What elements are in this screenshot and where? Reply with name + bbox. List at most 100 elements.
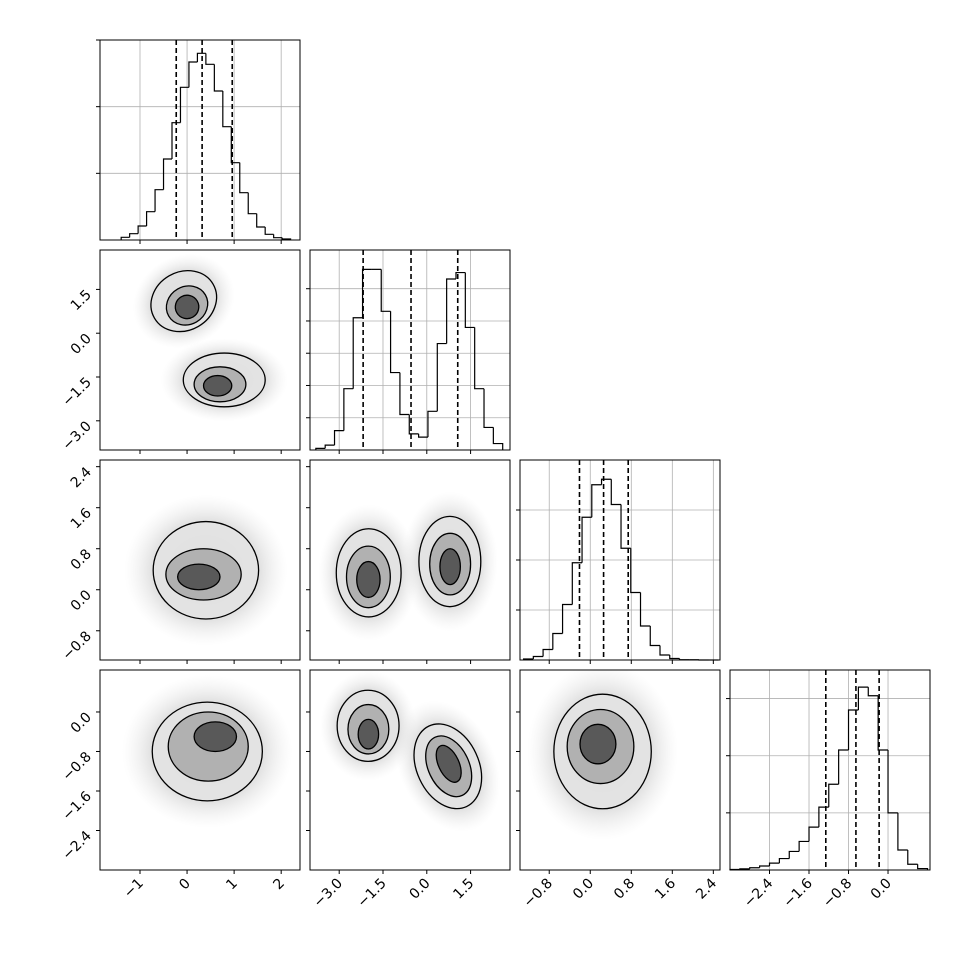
histogram-step xyxy=(248,193,256,214)
histogram-step xyxy=(493,427,502,450)
histogram-step xyxy=(265,227,273,234)
y-tick-label: 0.8 xyxy=(68,546,95,573)
histogram-step xyxy=(572,563,582,605)
panel-frame xyxy=(310,250,510,450)
histogram-step xyxy=(621,505,631,549)
x-tick-label: −1 xyxy=(121,876,147,902)
y-tick-label: −1.5 xyxy=(59,375,94,410)
histogram-step xyxy=(257,214,265,227)
y-tick-label: 1.5 xyxy=(68,287,95,314)
density-panel xyxy=(320,671,520,849)
histogram-step xyxy=(611,479,621,504)
x-tick-label: 2 xyxy=(270,876,288,894)
histogram-step xyxy=(325,445,334,448)
histogram-step xyxy=(750,868,760,869)
contour xyxy=(357,562,380,598)
histogram-step xyxy=(155,190,163,212)
y-tick-label: −2.4 xyxy=(59,828,94,863)
histogram-step xyxy=(849,710,859,750)
histogram-step xyxy=(465,273,474,328)
panel-frame xyxy=(100,40,300,240)
histogram-step xyxy=(164,159,172,190)
histogram-step xyxy=(819,807,829,827)
contour xyxy=(178,564,220,590)
histogram-step xyxy=(344,389,353,431)
histogram-step xyxy=(391,311,400,372)
density-panel xyxy=(124,495,287,646)
histogram-step xyxy=(180,87,188,122)
contour xyxy=(580,724,616,764)
histogram-step xyxy=(839,750,849,784)
y-tick-label: 0.0 xyxy=(68,709,95,736)
histogram-step xyxy=(898,813,908,850)
y-tick-label: −3.0 xyxy=(59,418,94,453)
density-panel xyxy=(318,492,497,642)
histogram-step xyxy=(437,344,446,412)
histogram-step xyxy=(789,851,799,858)
x-tick-label: 1.5 xyxy=(450,876,477,903)
histogram-step xyxy=(189,62,197,87)
histogram-step xyxy=(760,866,770,868)
histogram-step xyxy=(650,626,660,646)
x-tick-label: 1 xyxy=(223,876,241,894)
contour xyxy=(358,719,378,749)
histogram-step xyxy=(670,655,680,659)
density-panel xyxy=(122,675,293,828)
histogram-step xyxy=(740,869,750,870)
x-tick-label: 0.8 xyxy=(611,876,638,903)
density-panel xyxy=(116,236,288,422)
histogram-step xyxy=(868,687,878,696)
x-tick-label: 0.0 xyxy=(407,876,434,903)
histogram-step xyxy=(400,373,409,415)
histogram-step xyxy=(428,411,437,437)
histogram-step xyxy=(641,593,651,627)
histogram-step xyxy=(223,91,231,127)
histogram-step xyxy=(592,485,602,518)
histogram-step xyxy=(829,784,839,807)
histogram-step xyxy=(138,226,146,234)
histogram-step xyxy=(918,864,928,870)
histogram-step xyxy=(475,327,484,388)
histogram-step xyxy=(533,657,543,660)
density-panel xyxy=(527,663,678,841)
histogram-step xyxy=(206,53,214,64)
x-tick-label: 0 xyxy=(176,876,194,894)
y-tick-label: −0.8 xyxy=(59,628,94,663)
x-tick-label: −2.4 xyxy=(741,875,776,910)
histogram-step xyxy=(363,269,372,317)
histogram-step xyxy=(799,841,809,851)
x-tick-label: 0.0 xyxy=(868,876,895,903)
x-tick-label: 0.0 xyxy=(570,876,597,903)
histogram-step xyxy=(809,827,819,841)
x-tick-label: −0.8 xyxy=(521,876,556,911)
x-tick-label: 1.6 xyxy=(652,875,679,902)
histogram-step xyxy=(888,750,898,813)
histogram-step xyxy=(214,64,222,91)
histogram-step xyxy=(770,863,780,866)
histogram-step xyxy=(240,163,248,193)
contour xyxy=(440,549,460,585)
histogram-step xyxy=(553,634,563,650)
x-tick-label: −3.0 xyxy=(311,876,346,911)
histogram-step xyxy=(563,605,573,634)
x-tick-label: −1.5 xyxy=(354,876,389,911)
histogram-step xyxy=(130,234,138,238)
contour xyxy=(204,376,232,396)
y-tick-label: 1.6 xyxy=(68,505,95,532)
histogram-step xyxy=(484,389,493,428)
histogram-step xyxy=(543,650,553,657)
x-tick-label: −0.8 xyxy=(820,876,855,911)
y-tick-label: −1.6 xyxy=(59,788,94,823)
y-tick-label: 0.0 xyxy=(68,331,95,358)
histogram-step xyxy=(660,646,670,656)
histogram-step xyxy=(147,212,155,226)
y-tick-label: −0.8 xyxy=(59,749,94,784)
panel-frame xyxy=(730,670,930,870)
histogram-step xyxy=(908,850,918,864)
y-tick-label: 0.0 xyxy=(68,587,95,614)
y-tick-label: 2.4 xyxy=(68,464,95,491)
contour xyxy=(194,722,236,752)
x-tick-label: −1.6 xyxy=(780,875,815,910)
histogram-step xyxy=(779,859,789,864)
